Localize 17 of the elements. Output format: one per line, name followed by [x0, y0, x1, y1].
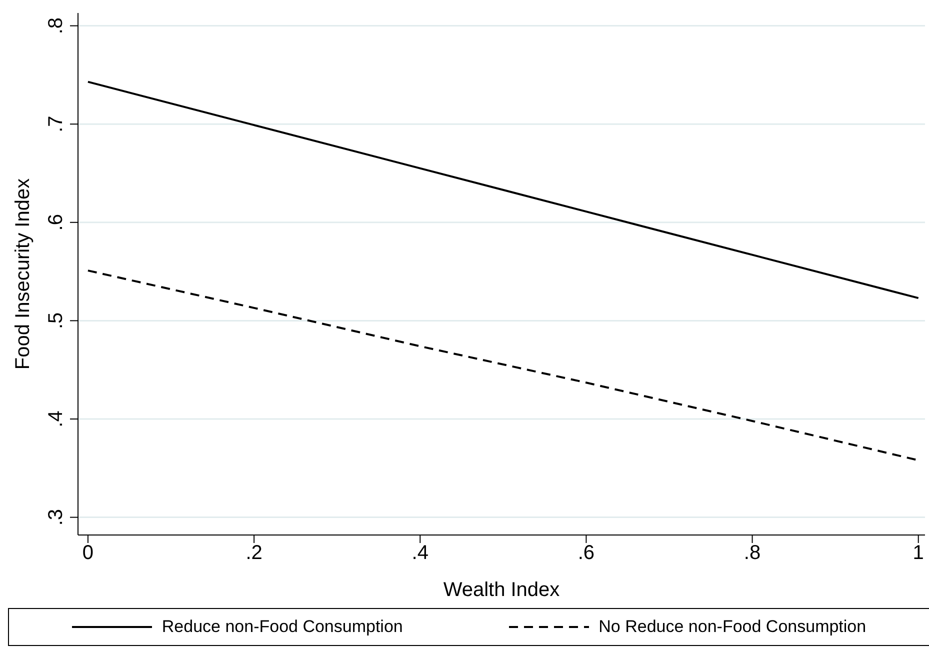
x-tick-label: .8	[744, 542, 761, 564]
x-tick-label: 1	[912, 542, 924, 564]
y-tick-label: .6	[45, 214, 67, 231]
x-tick-label: .2	[246, 542, 262, 564]
y-tick-label: .8	[45, 17, 67, 34]
legend-label: Reduce non-Food Consumption	[162, 617, 403, 637]
x-tick-label: .6	[578, 542, 595, 564]
y-axis-title: Food Insecurity Index	[12, 178, 34, 370]
legend-label: No Reduce non-Food Consumption	[598, 617, 866, 637]
y-tick-label: .4	[45, 410, 67, 428]
x-tick-label: 0	[82, 542, 94, 564]
x-axis-title: Wealth Index	[443, 579, 560, 601]
line-series	[86, 80, 920, 300]
x-tick-label: .4	[412, 542, 428, 564]
y-tick-label: .3	[45, 508, 67, 526]
y-tick-label: .7	[45, 116, 67, 132]
y-tick-label: .5	[45, 312, 67, 330]
